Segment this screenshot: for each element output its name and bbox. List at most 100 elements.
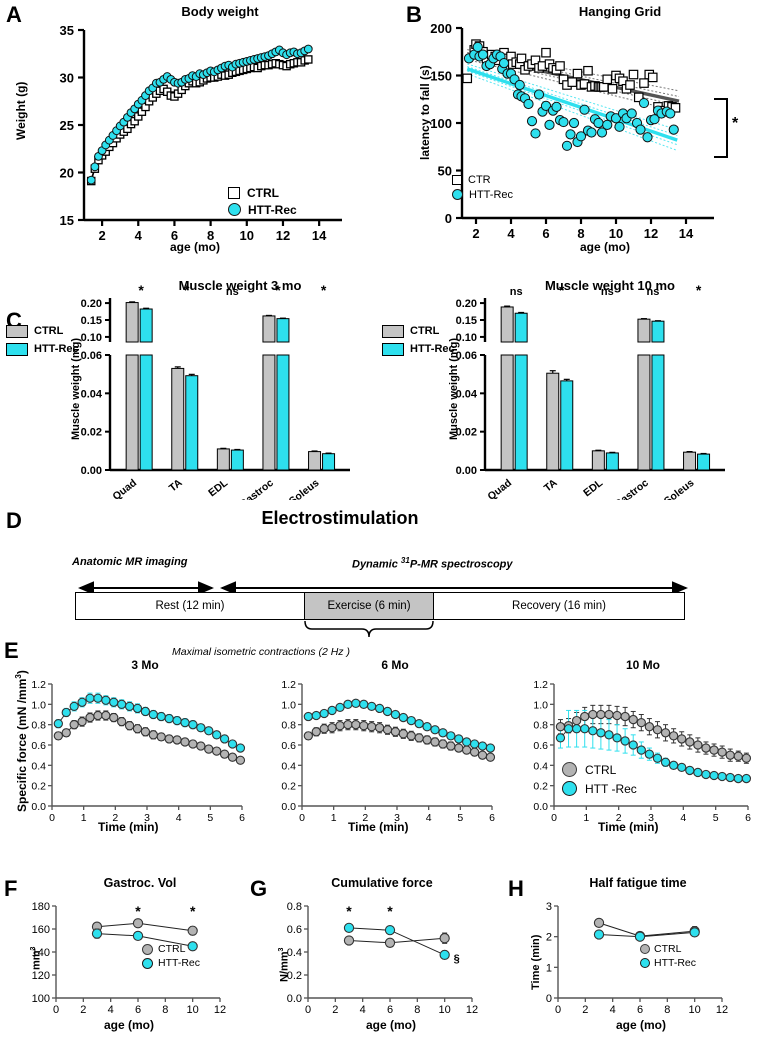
fgh-ytick: 140 (32, 947, 50, 959)
panel-e-xtick: 2 (112, 812, 118, 824)
panel-e-point (701, 769, 711, 780)
panel-label-f: F (4, 876, 18, 901)
panel-e-chart1-xlabel: Time (min) (98, 820, 159, 834)
panel-e-point (319, 724, 329, 734)
panel-b-ytick: 200 (430, 21, 452, 36)
panel-e-ytick: 0.4 (533, 760, 548, 772)
panel-e-point (374, 703, 385, 714)
panel-e-point (677, 762, 687, 773)
panel-d-right-label-sup: 31 (400, 556, 410, 565)
panel-b-ci-band (467, 63, 678, 131)
panel-e-point (430, 737, 440, 747)
panel-b-xtick: 10 (609, 226, 623, 241)
panel-e-point (156, 711, 166, 722)
panel-c-chart1-title: Muscle weight 3 mo (178, 278, 302, 293)
panel-f-legend-label-htt: HTT-Rec (158, 957, 200, 969)
panel-c-legend-right: CTRL HTT-Rec (382, 322, 455, 358)
panel-e-point (180, 737, 190, 747)
panel-c-bar (230, 449, 244, 471)
panel-e-point (588, 709, 598, 720)
panel-e-xtick: 5 (713, 812, 719, 824)
fgh-ytick: 0.6 (287, 924, 302, 936)
panel-c-ytick: 0.06 (81, 350, 102, 362)
panel-e-xtick: 0 (49, 812, 55, 824)
panel-e-point (109, 712, 119, 723)
panel-e-point (53, 719, 63, 729)
panel-e-xtick: 3 (394, 812, 400, 824)
panel-e-point (668, 760, 679, 770)
fgh-ytick: 1 (546, 962, 552, 974)
panel-e-point (701, 743, 711, 753)
panel-c-bar (322, 453, 336, 471)
panel-b-point-htt (498, 58, 510, 69)
panel-h-legend-label-htt: HTT-Rec (654, 957, 696, 969)
panel-b-ytick: 150 (430, 69, 452, 84)
panel-c-ytick: 0.00 (456, 465, 477, 477)
panel-e-point (61, 707, 71, 718)
panel-e-ytick: 0.4 (31, 760, 46, 772)
panel-e-point (124, 701, 135, 712)
cyan-bar-icon (382, 342, 404, 356)
fgh-series-line (598, 922, 695, 937)
panel-b-legend-label-htt: HTT-Rec (469, 188, 513, 201)
panel-c-bar (171, 367, 185, 471)
fgh-ytick: 0 (546, 993, 552, 1005)
panel-c-bar-upper (125, 302, 139, 343)
cyan-circle-icon (640, 958, 650, 968)
panel-e-point (303, 731, 313, 741)
panel-e-point (148, 709, 158, 720)
panel-c-significance: * (321, 282, 327, 298)
panel-b-point-ctr (516, 53, 527, 64)
panel-e-point (382, 706, 393, 717)
fgh-xtick: 4 (108, 1004, 114, 1016)
panel-c-bar-upper (637, 318, 651, 343)
panel-b-point-htt (472, 41, 483, 53)
panel-e-point (69, 720, 79, 730)
fgh-xtick: 0 (305, 1004, 311, 1016)
panel-e-ytick: 0.2 (31, 781, 46, 793)
panel-e-point (644, 722, 655, 732)
panel-e-point (359, 721, 369, 731)
panel-c-xtick: EDL (581, 477, 605, 500)
panel-e-point (343, 699, 353, 709)
panel-c-chart2: 0.00 0.02 0.04 0.06 0.10 0.15 0.20 ns Quad * TA ns E… (380, 270, 760, 500)
panel-e-point (469, 739, 480, 749)
panel-e-xtick: 4 (176, 812, 182, 824)
panel-h-plot: 0 1 2 3 0 2 4 6 8 10 12 (500, 880, 760, 1020)
panel-e-point (660, 728, 671, 738)
panel-c-xtick: EDL (206, 477, 230, 500)
fgh-point (439, 933, 450, 944)
panel-e-xtick: 0 (551, 812, 557, 824)
panel-h-title: Half fatigue time (589, 876, 687, 890)
panel-e-point (327, 723, 337, 733)
panel-b-point-htt (551, 101, 562, 112)
panel-e-point (612, 710, 622, 721)
panel-c-bar-lower (262, 354, 276, 471)
panel-e-point (219, 749, 230, 759)
panel-e-point (430, 725, 440, 735)
panel-e-point (93, 693, 103, 703)
panel-e-point (172, 715, 182, 726)
fgh-xtick: 6 (135, 1004, 141, 1016)
panel-e-point (180, 717, 190, 728)
panel-e-point (53, 731, 63, 741)
panel-e-ytick: 0.8 (533, 720, 548, 732)
fgh-xtick: 10 (689, 1004, 701, 1016)
panel-e-point (733, 751, 743, 761)
panel-a-xtick: 4 (135, 228, 143, 243)
panel-e-point (406, 731, 416, 741)
panel-e-point (311, 710, 321, 721)
panel-a-ytick: 15 (60, 213, 74, 228)
panel-c-significance: * (559, 282, 565, 298)
fgh-xtick: 2 (582, 1004, 588, 1016)
panel-e-point (563, 724, 574, 734)
panel-e-chart3-title: 10 Mo (625, 658, 660, 672)
panel-label-a: A (6, 2, 22, 27)
panel-e-chart2-svg: 0.0 0.2 0.4 0.6 0.8 1.0 1.2 0 1 2 3 4 5 6 (281, 679, 495, 824)
panel-c-xtick: Quad (110, 477, 139, 500)
grey-bar-icon (6, 324, 28, 338)
panel-e-point (571, 715, 582, 726)
panel-c-ytick: 0.02 (81, 427, 102, 439)
panel-a-point-htt (86, 175, 96, 185)
panel-e-point (374, 723, 385, 733)
